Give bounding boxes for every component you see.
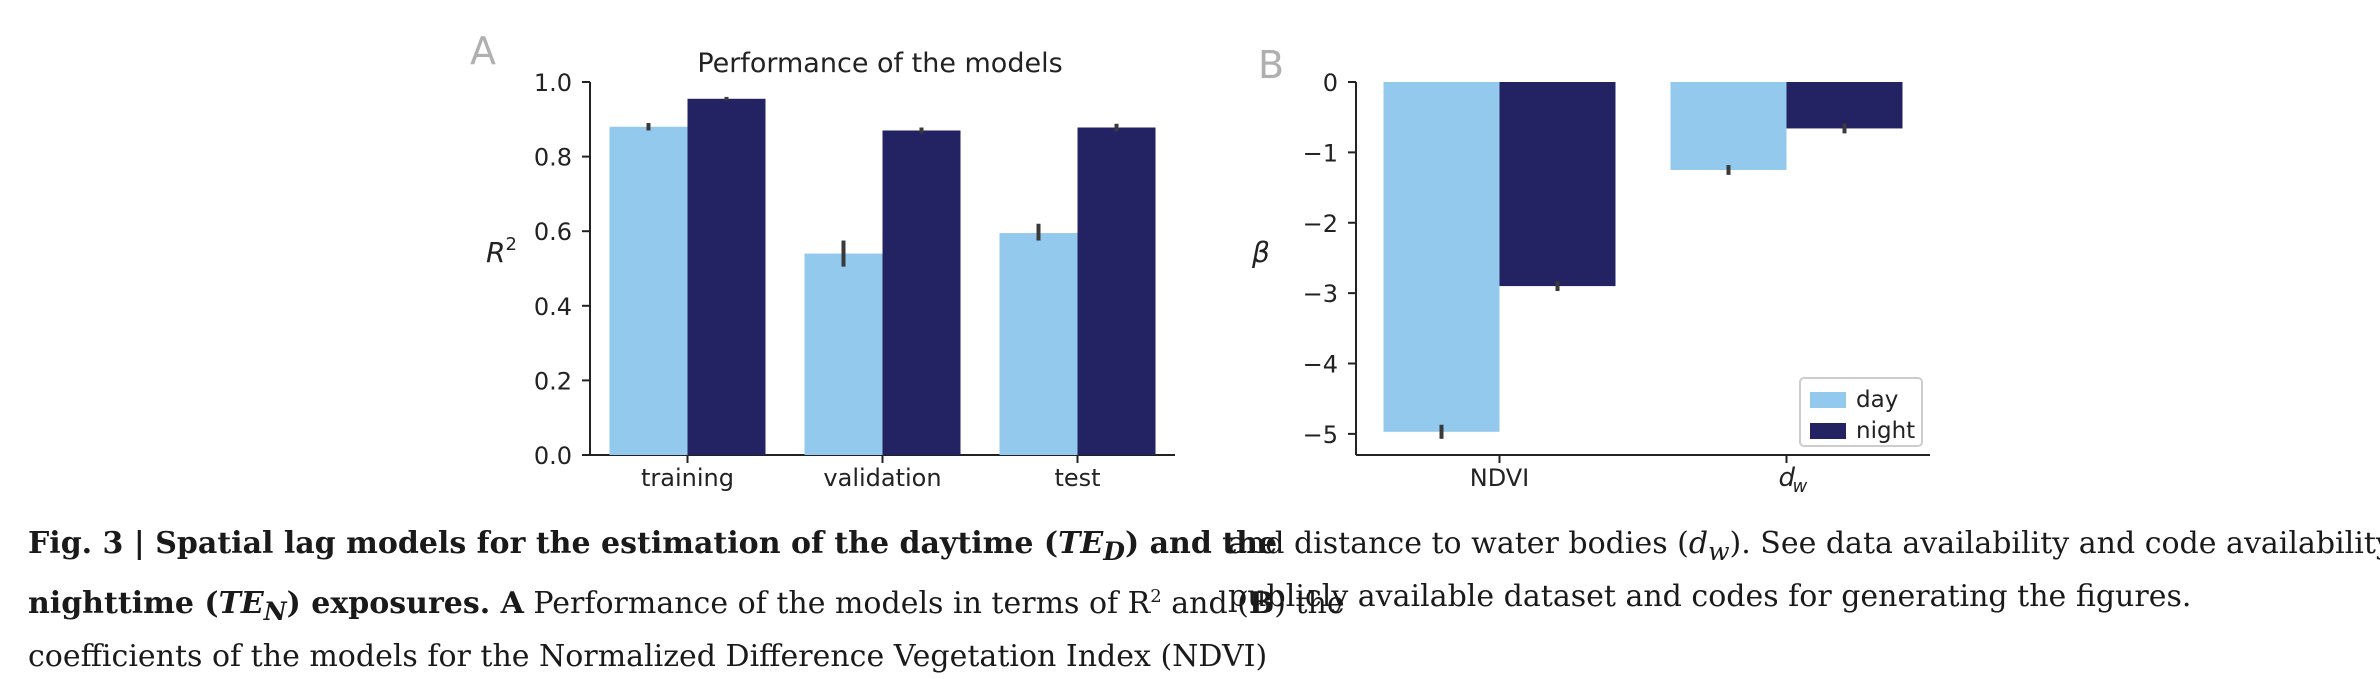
bar-night-2 <box>1077 127 1156 456</box>
y-tick-label: −5 <box>1303 421 1338 449</box>
caption-right: and distance to water bodies (dw). See d… <box>1228 521 2380 619</box>
caption-right-b: ). See data availability and code availa… <box>1729 526 2380 561</box>
caption-te-n: N <box>263 597 287 626</box>
bar-night-0 <box>687 98 766 455</box>
caption-right-d: d <box>1688 526 1709 561</box>
caption-right-line-1: and distance to water bodies (dw). See d… <box>1228 521 2380 574</box>
caption-bold-b: B <box>1248 586 1275 621</box>
x-tick-label-dw-sub: w <box>1793 476 1808 497</box>
bar-night-1 <box>1786 82 1903 129</box>
caption-text-3: ) the <box>1274 586 1345 621</box>
y-tick-label: 0.6 <box>534 218 572 246</box>
y-tick-label: 0.8 <box>534 144 572 172</box>
bar-day-1 <box>804 253 883 455</box>
x-tick-label-dw: d <box>1779 463 1796 493</box>
bar-night-1 <box>882 130 961 456</box>
figure-canvas: A Performance of the models R2 0.0 0.2 0.4… <box>470 29 1930 497</box>
panel-a-label: A <box>470 29 496 73</box>
y-tick-label: −3 <box>1303 280 1338 308</box>
legend-swatch-night <box>1810 423 1846 439</box>
caption-te-d: D <box>1103 537 1125 566</box>
panel-a-plot: 0.0 0.2 0.4 0.6 0.8 1.0 training validation test <box>534 69 1175 492</box>
panel-a-title: Performance of the models <box>697 48 1062 79</box>
bar-day-0 <box>1383 82 1500 432</box>
bar-day-1 <box>1670 82 1787 170</box>
y-tick-label: 1.0 <box>534 69 572 97</box>
caption-left-line-3: coefficients of the models for the Norma… <box>28 639 1268 674</box>
x-tick-label-ndvi: NDVI <box>1470 464 1530 492</box>
y-tick-label: −1 <box>1303 139 1338 167</box>
caption-text-1: Performance of the models in terms of R <box>523 586 1151 621</box>
y-tick-label: −2 <box>1303 210 1338 238</box>
caption-right-w: w <box>1708 537 1730 566</box>
legend-label-day: day <box>1856 387 1898 413</box>
caption-bold-2: ) and the <box>1124 526 1278 561</box>
y-tick-label: 0.4 <box>534 293 572 321</box>
panel-a-ylabel-main: R <box>486 236 505 269</box>
panel-b-label: B <box>1258 43 1284 87</box>
caption-right-a: and distance to water bodies ( <box>1228 526 1689 561</box>
y-tick-label: 0.2 <box>534 367 572 395</box>
x-tick-label-test: test <box>1054 464 1100 492</box>
caption-sup: 2 <box>1150 586 1162 607</box>
bar-night-0 <box>1499 82 1616 287</box>
x-tick-label-training: training <box>641 464 734 492</box>
bar-day-2 <box>999 233 1078 455</box>
caption-te: TE <box>1058 526 1104 561</box>
caption-bold-1: Fig. 3 | Spatial lag models for the esti… <box>28 526 1059 561</box>
caption-right-line-2: publicly available dataset and codes for… <box>1228 579 2192 614</box>
caption-left: Fig. 3 | Spatial lag models for the esti… <box>28 521 1345 679</box>
panel-a-ylabel-sup: 2 <box>505 234 516 255</box>
y-tick-label: 0 <box>1323 69 1338 97</box>
y-tick-label: 0.0 <box>534 442 572 470</box>
bar-day-0 <box>609 126 688 455</box>
caption-te-2: TE <box>218 586 264 621</box>
legend-label-night: night <box>1856 418 1915 444</box>
y-tick-label: −4 <box>1303 351 1338 379</box>
panel-b-plot: 0 −1 −2 −3 −4 −5 NDVI dw day night <box>1303 69 1930 497</box>
caption-text-2: and ( <box>1161 586 1249 621</box>
caption-left-line-2: nighttime (TEN) exposures. A Performance… <box>28 574 1345 634</box>
caption-bold-3: nighttime ( <box>28 586 219 621</box>
x-tick-label-validation: validation <box>823 464 941 492</box>
caption-bold-4: ) exposures. A <box>286 586 524 621</box>
legend-swatch-day <box>1810 392 1846 408</box>
panel-a-ylabel: R2 <box>486 234 517 269</box>
panel-b-ylabel: β <box>1251 236 1270 269</box>
caption-left-line-1: Fig. 3 | Spatial lag models for the esti… <box>28 521 1277 574</box>
